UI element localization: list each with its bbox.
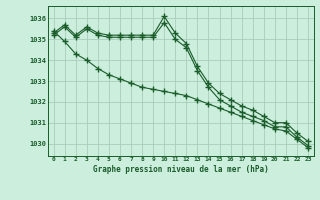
X-axis label: Graphe pression niveau de la mer (hPa): Graphe pression niveau de la mer (hPa) [93,165,269,174]
